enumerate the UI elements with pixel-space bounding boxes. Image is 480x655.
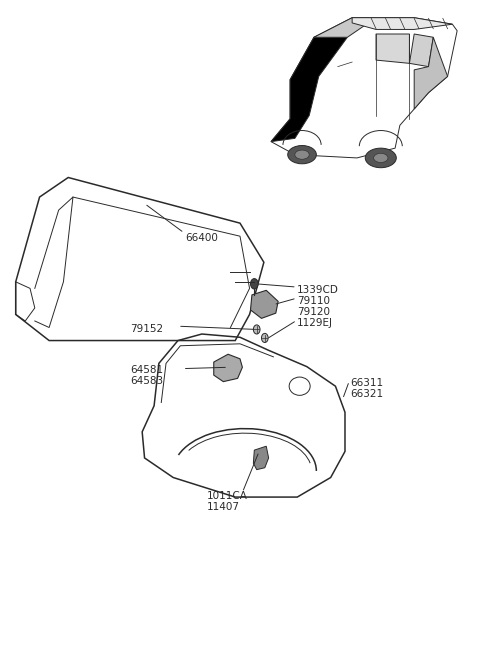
Text: 1339CD: 1339CD [297, 285, 339, 295]
Polygon shape [251, 290, 278, 318]
Text: 66400: 66400 [185, 233, 218, 243]
Circle shape [251, 278, 258, 289]
Polygon shape [314, 18, 376, 37]
Polygon shape [253, 446, 269, 470]
Text: 64581: 64581 [130, 365, 163, 375]
Circle shape [253, 325, 260, 334]
Text: 11407: 11407 [206, 502, 240, 512]
Polygon shape [414, 37, 447, 109]
Polygon shape [214, 354, 242, 382]
Text: 64583: 64583 [130, 377, 163, 386]
Polygon shape [352, 18, 452, 29]
Text: 66321: 66321 [350, 389, 383, 399]
Polygon shape [376, 34, 409, 64]
Ellipse shape [288, 145, 316, 164]
Ellipse shape [365, 148, 396, 168]
Circle shape [262, 333, 268, 343]
Text: 1011CA: 1011CA [206, 491, 248, 500]
Text: 79110: 79110 [297, 296, 330, 306]
Ellipse shape [373, 153, 388, 162]
Text: 79152: 79152 [130, 324, 163, 334]
Text: 1129EJ: 1129EJ [297, 318, 333, 328]
Text: 66311: 66311 [350, 378, 383, 388]
Text: 79120: 79120 [297, 307, 330, 317]
Ellipse shape [295, 150, 309, 159]
Polygon shape [409, 34, 433, 67]
Polygon shape [271, 37, 348, 141]
